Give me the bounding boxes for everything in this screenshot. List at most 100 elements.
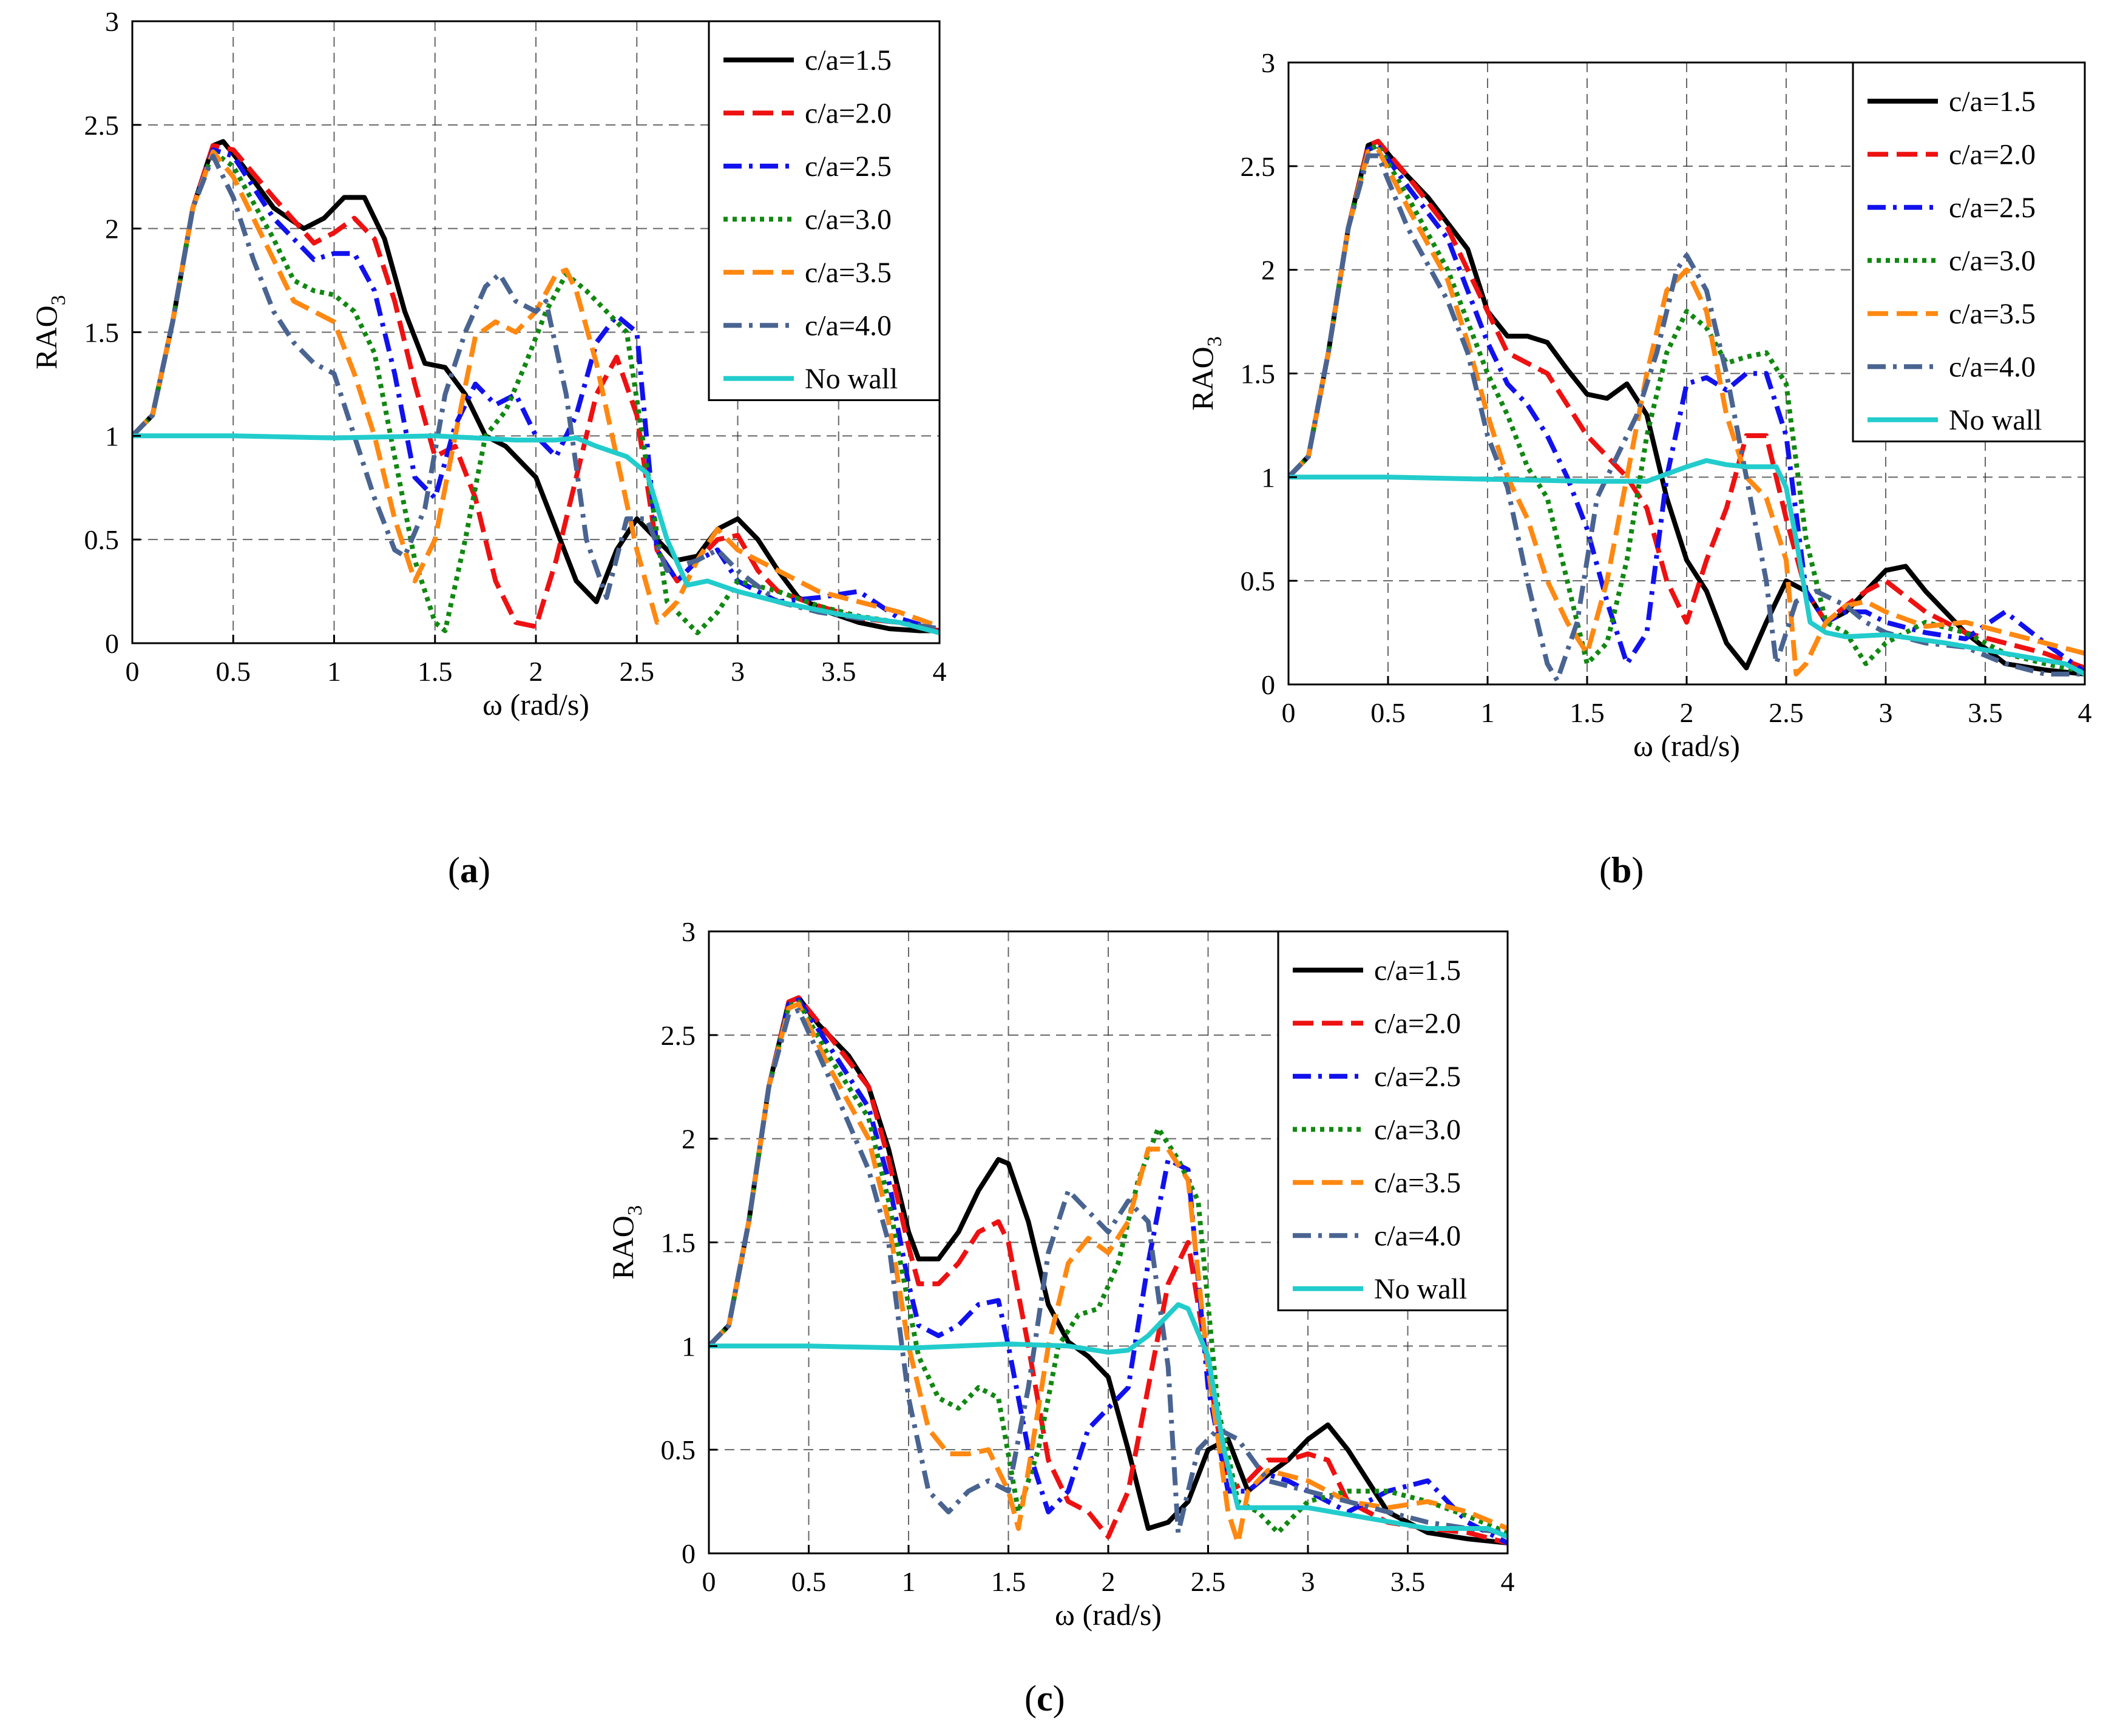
y-tick-label-b-6: 3: [1261, 47, 1275, 78]
series-line-a-0: [132, 139, 940, 633]
chart-panel-a: 0 0.5 1 1.5 2 2.5 3 3.5 4 0 0.5 1 1.5 2 2.5 3 ω (rad/s) R…: [29, 6, 947, 721]
legend-label-c-2: c/a=2.5: [1374, 1061, 1461, 1093]
x-tick-label-a-4: 2: [529, 656, 543, 687]
y-axis-label-b: RAO3: [1185, 336, 1226, 411]
legend-label-b-6: No wall: [1949, 404, 2042, 436]
x-axis-label-a: ω (rad/s): [483, 687, 589, 721]
x-tick-label-b-3: 1.5: [1570, 697, 1605, 728]
legend-label-c-4: c/a=3.5: [1374, 1167, 1461, 1199]
series-line-a-4: [132, 149, 940, 629]
y-tick-label-b-2: 1: [1261, 462, 1275, 493]
x-tick-label-c-4: 2: [1102, 1566, 1116, 1597]
legend-box-c: [1277, 930, 1509, 1311]
y-axis-label-c: RAO3: [606, 1205, 646, 1280]
panel-letter-c: c: [1036, 1678, 1053, 1718]
y-tick-label-c-4: 2: [682, 1124, 696, 1155]
series-line-b-6: [1289, 458, 2085, 677]
x-tick-label-a-6: 3: [731, 656, 745, 687]
x-tick-label-c-3: 1.5: [991, 1566, 1026, 1597]
x-tick-label-a-3: 1.5: [418, 656, 453, 687]
panel-letter-a: a: [459, 850, 478, 890]
x-tick-label-b-5: 2.5: [1769, 697, 1804, 728]
legend-label-a-4: c/a=3.5: [805, 257, 892, 289]
legend-a: c/a=1.5 c/a=2.0 c/a=2.5 c/a=3.0 c/a=3.5 c/a=4…: [708, 20, 941, 401]
legend-c: c/a=1.5 c/a=2.0 c/a=2.5 c/a=3.0 c/a=3.5 c/a=4…: [1277, 930, 1509, 1311]
x-tick-label-b-1: 0.5: [1370, 697, 1406, 728]
y-tick-label-a-5: 2.5: [84, 110, 120, 141]
y-tick-label-a-1: 0.5: [84, 524, 120, 555]
x-tick-label-a-0: 0: [126, 656, 140, 687]
series-line-b-4: [1289, 147, 2085, 677]
x-tick-label-b-6: 3: [1879, 697, 1893, 728]
y-tick-label-a-3: 1.5: [84, 317, 120, 348]
x-tick-label-c-1: 0.5: [791, 1566, 827, 1597]
legend-label-c-5: c/a=4.0: [1374, 1220, 1461, 1252]
y-tick-label-c-2: 1: [682, 1331, 696, 1362]
legend-label-c-6: No wall: [1374, 1273, 1467, 1305]
x-tick-label-c-0: 0: [702, 1566, 716, 1597]
legend-label-b-5: c/a=4.0: [1949, 351, 2036, 383]
legend-label-b-2: c/a=2.5: [1949, 192, 2036, 224]
y-tick-label-b-0: 0: [1261, 669, 1275, 700]
x-tick-label-c-8: 4: [1501, 1566, 1515, 1597]
chart-panel-c: 0 0.5 1 1.5 2 2.5 3 3.5 4 0 0.5 1 1.5 2 2.5 3 ω (rad/s) R…: [606, 916, 1515, 1632]
x-tick-label-a-1: 0.5: [216, 656, 251, 687]
series-line-c-2: [709, 997, 1508, 1545]
series-line-b-5: [1289, 153, 2085, 683]
y-tick-label-b-4: 2: [1261, 255, 1275, 286]
panel-label-c: (c): [1024, 1678, 1065, 1718]
series-line-a-2: [132, 147, 940, 633]
legend-label-c-0: c/a=1.5: [1374, 954, 1461, 987]
x-axis-label-b: ω (rad/s): [1633, 729, 1740, 763]
series-line-a-5: [132, 154, 940, 632]
legend-label-b-3: c/a=3.0: [1949, 245, 2036, 277]
y-tick-label-b-3: 1.5: [1241, 359, 1276, 390]
y-tick-label-c-6: 3: [682, 916, 696, 947]
panel-letter-b: b: [1611, 850, 1632, 890]
x-tick-label-c-5: 2.5: [1191, 1566, 1226, 1597]
y-tick-label-c-5: 2.5: [661, 1020, 696, 1051]
series-line-a-1: [132, 143, 940, 633]
legend-label-a-2: c/a=2.5: [805, 150, 892, 183]
y-tick-label-b-5: 2.5: [1241, 151, 1276, 182]
legend-label-a-6: No wall: [805, 363, 898, 395]
legend-label-a-5: c/a=4.0: [805, 309, 892, 342]
x-tick-label-c-2: 1: [902, 1566, 916, 1597]
y-tick-label-a-2: 1: [105, 420, 119, 451]
legend-label-a-3: c/a=3.0: [805, 203, 892, 235]
series-line-c-6: [709, 1302, 1508, 1539]
x-tick-label-a-7: 3.5: [821, 656, 856, 687]
x-tick-label-a-2: 1: [327, 656, 341, 687]
x-tick-label-b-4: 2: [1680, 697, 1694, 728]
y-tick-label-c-3: 1.5: [661, 1228, 696, 1258]
x-tick-label-c-7: 3.5: [1390, 1566, 1426, 1597]
y-tick-label-b-1: 0.5: [1241, 566, 1276, 596]
panel-label-b: (b): [1599, 850, 1644, 890]
x-tick-label-b-7: 3.5: [1968, 697, 2003, 728]
series-line-a-3: [132, 149, 940, 635]
series-line-b-3: [1289, 143, 2085, 675]
x-tick-label-b-2: 1: [1481, 697, 1495, 728]
series-line-a-6: [132, 433, 940, 635]
series-line-b-2: [1289, 143, 2085, 674]
x-tick-label-a-8: 4: [933, 656, 947, 687]
x-tick-label-c-6: 3: [1301, 1566, 1315, 1597]
y-tick-label-a-0: 0: [105, 628, 119, 659]
legend-label-a-1: c/a=2.0: [805, 97, 892, 129]
legend-label-a-0: c/a=1.5: [805, 44, 892, 76]
y-tick-label-a-4: 2: [105, 214, 119, 245]
x-axis-label-c: ω (rad/s): [1055, 1598, 1162, 1632]
series-line-c-5: [709, 1007, 1508, 1535]
legend-b: c/a=1.5 c/a=2.0 c/a=2.5 c/a=3.0 c/a=3.5 c/a=4…: [1852, 61, 2086, 442]
y-tick-label-c-1: 0.5: [661, 1434, 696, 1465]
legend-box-b: [1852, 61, 2086, 442]
x-tick-label-b-8: 4: [2078, 697, 2092, 728]
series-line-c-1: [709, 995, 1508, 1545]
y-tick-label-a-6: 3: [105, 6, 119, 37]
legend-box-a: [708, 20, 941, 401]
legend-label-c-3: c/a=3.0: [1374, 1113, 1461, 1146]
x-tick-label-a-5: 2.5: [620, 656, 655, 687]
legend-label-b-4: c/a=3.5: [1949, 298, 2036, 330]
